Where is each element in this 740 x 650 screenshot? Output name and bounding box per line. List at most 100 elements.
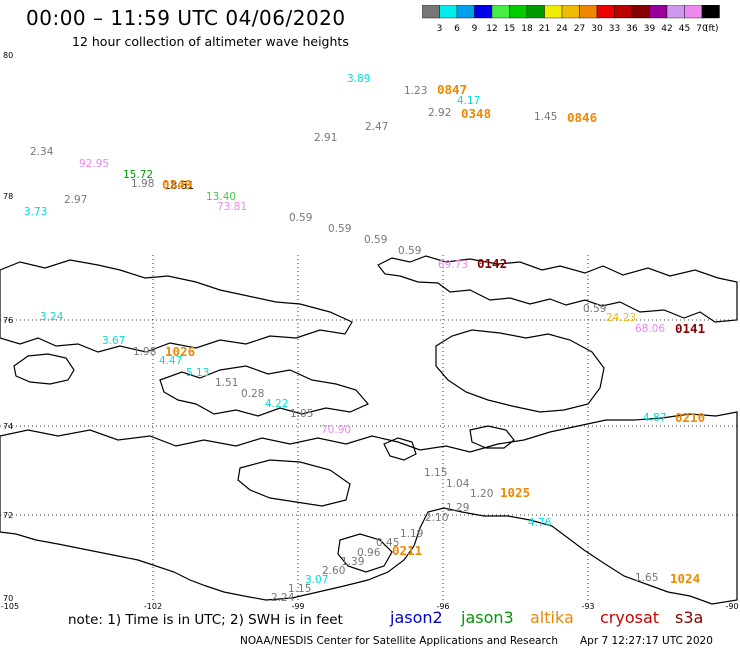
wave-height-label: 4.76 — [528, 517, 552, 529]
coastline-devon — [435, 329, 605, 413]
wave-height-label: 4.22 — [265, 398, 288, 410]
wave-height-label: 1.23 — [404, 85, 427, 97]
wave-height-label: 1.05 — [290, 408, 313, 420]
pass-time-label: 0349 — [162, 177, 192, 192]
pass-time-label: 0348 — [461, 106, 491, 121]
wave-height-label: 1.15 — [424, 467, 447, 479]
wave-height-label: 2.60 — [322, 565, 345, 577]
wave-height-label: 5.13 — [186, 367, 209, 379]
coastline-middle — [159, 365, 369, 417]
wave-height-label: 3.89 — [347, 73, 370, 85]
wave-height-label: 3.67 — [102, 335, 125, 347]
wave-height-label: 0.59 — [364, 234, 387, 246]
wave-height-label: 0.96 — [357, 547, 381, 559]
wave-height-label: 1.15 — [288, 583, 311, 595]
legend-label: 30 — [591, 24, 603, 34]
lon-label: -99 — [291, 602, 304, 611]
lat-lon-grid — [0, 255, 737, 600]
pass-time-label: 1024 — [670, 571, 700, 586]
lon-label: -90 — [725, 602, 738, 611]
lon-label: -96 — [436, 602, 449, 611]
wave-height-label: 69.73 — [438, 259, 468, 271]
wave-height-labels: 3.89 1.23 4.17 2.92 1.45 2.47 2.91 2.34 92.95 15.… — [24, 73, 666, 604]
wave-height-label: 2.91 — [314, 132, 337, 144]
lat-label: 76 — [3, 316, 13, 325]
wave-height-label: 2.92 — [428, 107, 451, 119]
coastline-north — [377, 255, 738, 323]
wave-height-label: 1.19 — [400, 528, 423, 540]
legend-label: 36 — [626, 24, 638, 34]
lat-label: 72 — [3, 511, 13, 520]
pass-time-label: 1026 — [165, 344, 195, 359]
pass-time-label: 1025 — [500, 485, 530, 500]
satellite-jason3: jason3 — [461, 608, 514, 627]
wave-height-label: 24.23 — [606, 312, 636, 324]
wave-height-label: 2.47 — [365, 121, 388, 133]
latitude-labels: 80 78 76 74 72 70 — [3, 51, 13, 603]
legend-label: 18 — [521, 24, 533, 34]
legend-label: 42 — [661, 24, 672, 34]
page-title: 00:00 – 11:59 UTC 04/06/2020 — [26, 6, 346, 30]
wave-height-label: 1.98 — [133, 346, 156, 358]
pass-time-label: 0210 — [675, 410, 705, 425]
wave-height-label: 0.45 — [376, 537, 399, 549]
pass-time-label: 0847 — [437, 82, 467, 97]
footer-note: note: 1) Time is in UTC; 2) SWH is in fe… — [68, 612, 343, 628]
legend-label: 12 — [486, 24, 497, 34]
wave-height-label: 2.24 — [271, 592, 295, 604]
legend-label: 9 — [472, 24, 478, 34]
coastline-small-island — [13, 353, 75, 385]
page-subtitle: 12 hour collection of altimeter wave hei… — [72, 34, 349, 49]
wave-height-label: 4.17 — [457, 95, 480, 107]
wave-height-label: 15.72 — [123, 169, 153, 181]
footer-timestamp: Apr 7 12:27:17 UTC 2020 — [580, 635, 713, 647]
lat-label: 78 — [3, 192, 13, 201]
wave-height-label: 2.10 — [425, 512, 448, 524]
wave-height-label: 0.28 — [241, 388, 264, 400]
wave-height-label: 1.29 — [446, 502, 469, 514]
satellite-altika: altika — [530, 608, 574, 627]
wave-height-label: 13.40 — [206, 191, 236, 203]
legend-label: 70 — [696, 24, 708, 34]
lon-label: -102 — [144, 602, 162, 611]
lon-label: -93 — [581, 602, 594, 611]
pass-time-label: 0141 — [675, 321, 705, 336]
legend-label: 24 — [556, 24, 568, 34]
wave-height-label: 0.59 — [289, 212, 312, 224]
legend-label: 27 — [574, 24, 585, 34]
longitude-labels: -105 -102 -99 -96 -93 -90 — [1, 602, 739, 611]
footer-credit: NOAA/NESDIS Center for Satellite Applica… — [240, 635, 558, 647]
wave-height-label: 1.04 — [446, 478, 470, 490]
legend-label: 33 — [609, 24, 620, 34]
wave-height-label: 0.59 — [328, 223, 351, 235]
wave-height-label: 0.59 — [398, 245, 421, 257]
legend-label: 39 — [644, 24, 656, 34]
coastline-south — [337, 533, 393, 573]
wave-height-label: 1.45 — [534, 111, 557, 123]
pass-time-label: 0846 — [567, 110, 597, 125]
legend-swatch — [701, 5, 720, 19]
pass-time-label: 0211 — [392, 543, 422, 558]
lat-label: 70 — [3, 594, 13, 603]
wave-height-label: 70.90 — [321, 424, 351, 436]
wave-height-label: 1.98 — [131, 178, 154, 190]
legend-label: 45 — [679, 24, 690, 34]
legend-label: 21 — [539, 24, 550, 34]
color-legend: 3 6 9 12 15 18 21 24 27 30 33 36 39 42 45 70(ft) — [422, 5, 720, 34]
pass-time-labels: 0847 0348 0846 0349 0142 0141 1026 0210 1025 0211… — [162, 82, 705, 586]
lon-label: -105 — [1, 602, 19, 611]
coastline-inner-bay — [237, 459, 351, 507]
coastline-west-island — [0, 259, 353, 353]
wave-height-label: 1.39 — [341, 556, 364, 568]
wave-height-label: 4.47 — [159, 355, 182, 367]
wave-height-label: 3.73 — [24, 206, 47, 218]
satellite-cryosat: cryosat — [600, 608, 660, 627]
wave-height-label: 18.51 — [164, 180, 194, 192]
legend-unit: (ft) — [705, 24, 719, 34]
wave-height-label: 73.81 — [217, 201, 247, 213]
coastline-east-island — [469, 425, 515, 449]
legend-label: 15 — [504, 24, 515, 34]
wave-height-label: 3.24 — [40, 311, 64, 323]
coastline-mainland — [0, 411, 738, 605]
wave-height-label: 3.07 — [305, 574, 328, 586]
